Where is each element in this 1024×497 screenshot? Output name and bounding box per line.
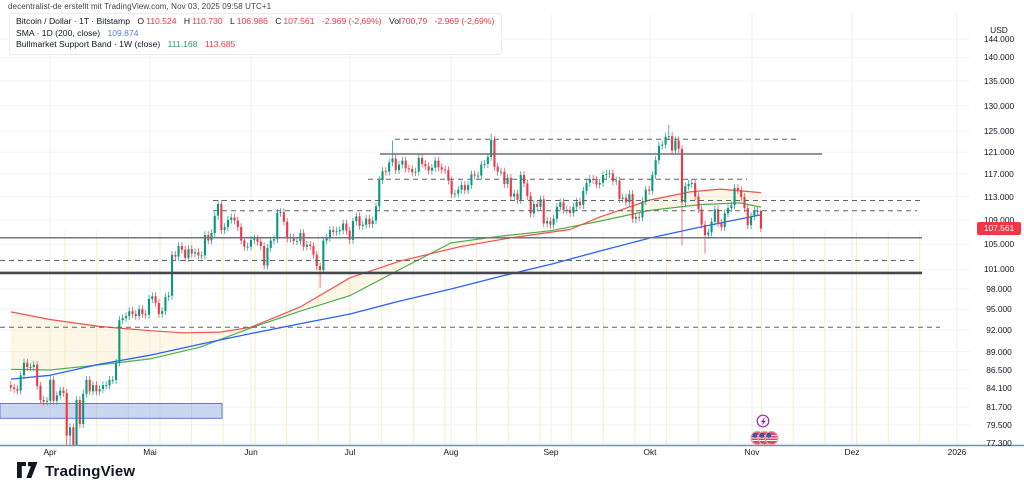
time-tick-label: 2026 bbox=[947, 447, 967, 457]
sma-title: SMA · 1D (200, close) bbox=[16, 27, 101, 38]
price-axis[interactable]: USD 107.561 144.000 140.000 135.000 130.000… bbox=[976, 0, 1024, 497]
time-tick-label: Dez bbox=[844, 447, 860, 457]
price-tick-label: 105.000 bbox=[983, 239, 1015, 249]
price-tick-label: 95.000 bbox=[986, 304, 1012, 314]
price-tick-label: 121.000 bbox=[983, 147, 1015, 157]
band-title: Bullmarket Support Band · 1W (close) bbox=[16, 39, 161, 49]
bull-band-fill bbox=[11, 189, 761, 370]
price-tick-label: 79.500 bbox=[986, 420, 1012, 430]
price-tick-label: 84.100 bbox=[986, 383, 1012, 393]
chart-attribution: decentralist-de erstellt mit TradingView… bbox=[8, 2, 272, 11]
time-axis[interactable]: Apr Mai Jun Jul Aug Sep Okt Nov Dez 2026 bbox=[0, 447, 1024, 461]
price-tick-label: 144.000 bbox=[983, 34, 1015, 44]
time-tick-label: Jun bbox=[244, 447, 258, 457]
time-tick-label: Aug bbox=[443, 447, 459, 457]
price-tick-label: 89.000 bbox=[986, 347, 1012, 357]
price-tick-label: 81.700 bbox=[986, 402, 1012, 412]
candlestick-layer bbox=[9, 124, 762, 445]
volume-change-value: -2.969 (-2,69%) bbox=[434, 16, 495, 26]
price-tick-label: 101.000 bbox=[983, 264, 1015, 274]
close-label: C bbox=[275, 16, 282, 26]
price-tick-label: 117.000 bbox=[984, 169, 1014, 179]
lightning-marker-icon[interactable] bbox=[756, 414, 770, 428]
time-tick-label: Apr bbox=[43, 447, 57, 457]
demand-zone-rectangle[interactable] bbox=[0, 403, 223, 419]
price-tick-label: 92.000 bbox=[986, 325, 1012, 335]
flag-emoji-group[interactable] bbox=[750, 431, 779, 446]
band-value-red: 113.685 bbox=[204, 39, 236, 49]
bull-band-sma20w-line[interactable] bbox=[10, 188, 762, 334]
open-value: 110.524 bbox=[146, 16, 177, 26]
open-label: O bbox=[137, 16, 145, 26]
band-value-green: 111.168 bbox=[167, 39, 198, 49]
drawing-lines bbox=[0, 138, 940, 328]
sma-200d-line[interactable] bbox=[10, 214, 762, 380]
symbol-title: Bitcoin / Dollar · 1T · Bitstamp bbox=[16, 16, 130, 26]
low-value: 106.986 bbox=[236, 16, 268, 26]
price-tick-label: 77.300 bbox=[986, 438, 1012, 448]
legend-sma-row[interactable]: SMA · 1D (200, close) 109.874 bbox=[16, 28, 494, 40]
legend-symbol-row[interactable]: Bitcoin / Dollar · 1T · Bitstamp O 110.52… bbox=[16, 16, 494, 28]
legend-band-row[interactable]: Bullmarket Support Band · 1W (close) 111… bbox=[16, 39, 494, 51]
tradingview-logo-icon bbox=[17, 462, 38, 478]
tradingview-logo[interactable]: TradingView bbox=[16, 461, 135, 481]
time-tick-label: Okt bbox=[643, 447, 657, 457]
time-tick-label: Jul bbox=[344, 447, 356, 457]
last-price-label: 107.561 bbox=[977, 222, 1021, 235]
low-label: L bbox=[229, 16, 235, 26]
high-label: H bbox=[183, 16, 191, 26]
price-tick-label: 140.000 bbox=[983, 52, 1015, 62]
price-tick-label: 130.000 bbox=[983, 101, 1015, 111]
tradingview-logo-text: TradingView bbox=[45, 462, 136, 480]
price-tick-label: 125.000 bbox=[983, 126, 1015, 136]
close-value: 107.561 bbox=[283, 16, 315, 26]
price-tick-label: 86.500 bbox=[986, 365, 1012, 375]
gridlines bbox=[0, 14, 970, 445]
pale-stripe-pattern bbox=[64, 231, 921, 444]
price-tick-label: 113.000 bbox=[984, 192, 1014, 202]
change-value: -2.969 (-2,69%) bbox=[321, 16, 382, 26]
price-tick-label: 98.000 bbox=[986, 284, 1012, 294]
bull-band-ema21w-line[interactable] bbox=[10, 202, 762, 371]
sma-value: 109.874 bbox=[107, 27, 139, 38]
time-tick-label: Sep bbox=[543, 447, 559, 457]
currency-label: USD bbox=[990, 25, 1008, 35]
price-tick-label: 109.000 bbox=[983, 215, 1015, 225]
volume-label: Vol bbox=[388, 16, 401, 26]
time-tick-label: Mai bbox=[143, 447, 157, 457]
time-tick-label: Nov bbox=[744, 447, 760, 457]
volume-value: 700,79 bbox=[400, 16, 428, 26]
legend-panel: Bitcoin / Dollar · 1T · Bitstamp O 110.52… bbox=[9, 13, 503, 55]
high-value: 110.730 bbox=[192, 16, 223, 26]
price-tick-label: 135.000 bbox=[983, 76, 1015, 86]
